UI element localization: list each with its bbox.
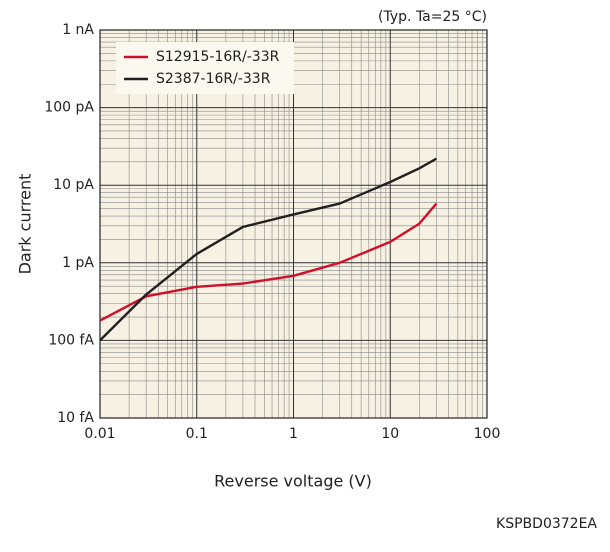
x-tick-label: 0.1	[186, 426, 208, 442]
legend-label: S12915-16R/-33R	[156, 49, 280, 65]
series-line	[99, 202, 438, 322]
x-axis-label: Reverse voltage (V)	[214, 472, 372, 491]
legend-label: S2387-16R/-33R	[156, 71, 271, 87]
legend-box	[116, 42, 294, 94]
series-line	[99, 157, 438, 342]
annotation: (Typ. Ta=25 °C)	[378, 9, 487, 25]
x-tick-label: 100	[474, 426, 501, 442]
y-tick-label: 10 pA	[53, 177, 94, 193]
x-tick-label: 10	[381, 426, 399, 442]
x-tick-label: 1	[289, 426, 298, 442]
y-tick-label: 1 nA	[62, 22, 94, 38]
footer: KSPBD0372EA	[496, 516, 597, 532]
x-tick-label: 0.01	[84, 426, 115, 442]
y-tick-label: 100 fA	[48, 332, 94, 348]
plot-frame	[99, 29, 488, 419]
y-tick-label: 100 pA	[44, 100, 94, 116]
y-axis-label: Dark current	[16, 174, 35, 275]
y-tick-label: 1 pA	[62, 255, 94, 271]
y-tick-label: 10 fA	[57, 410, 94, 426]
